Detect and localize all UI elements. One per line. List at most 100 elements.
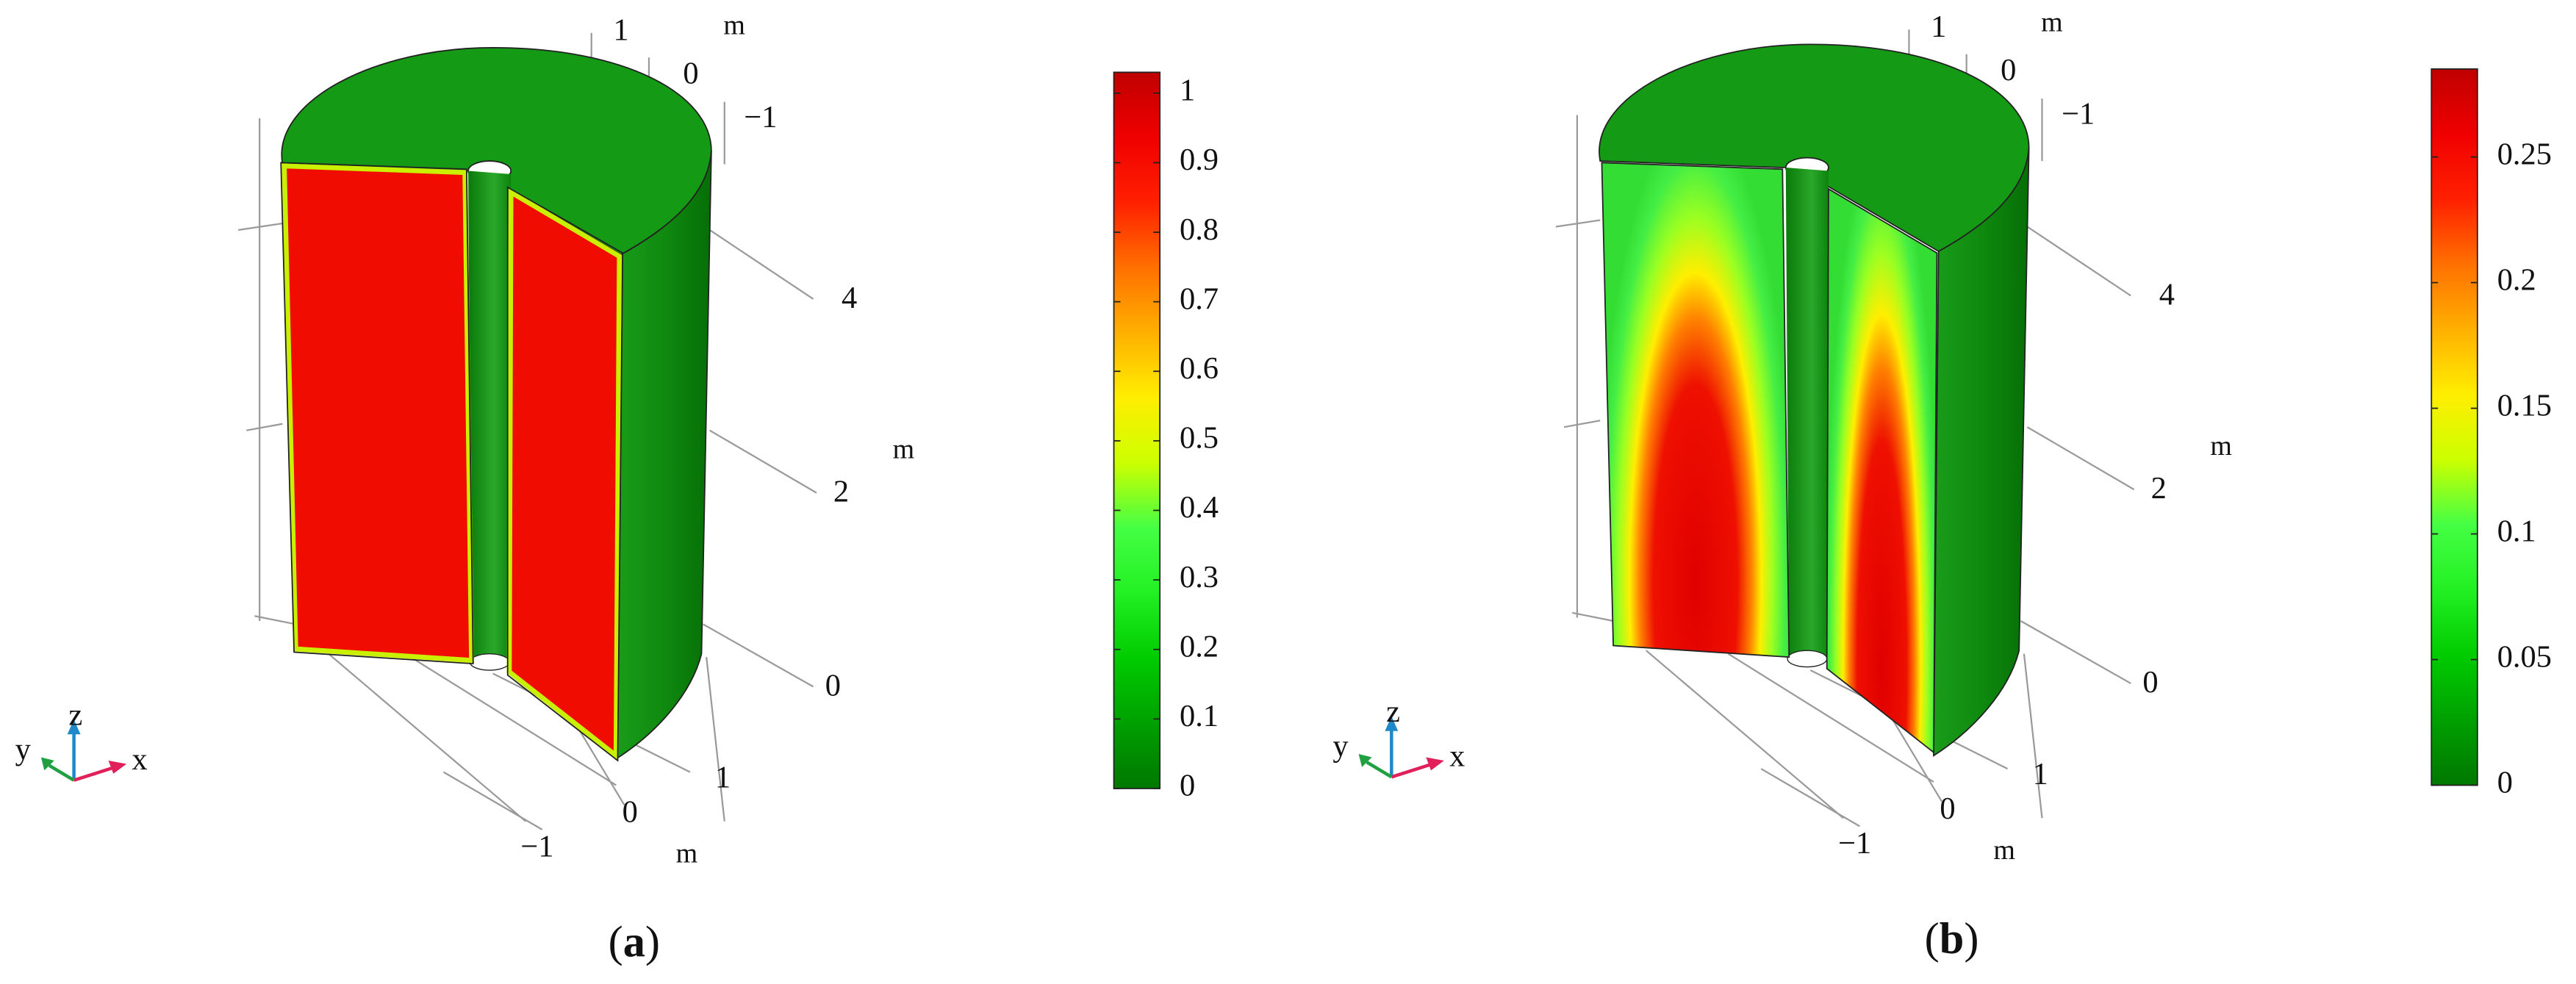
y-tick-label: −1 [2062, 96, 2095, 131]
triad-label: y [15, 733, 32, 767]
axis-line [709, 429, 817, 494]
triad-z-head [67, 719, 81, 735]
axis-line [246, 423, 283, 431]
caption-part: ( [609, 917, 623, 966]
axis-line [1563, 420, 1601, 428]
axis-line [2026, 226, 2131, 297]
z-tick-label: 4 [2159, 277, 2175, 312]
axis-line [2020, 620, 2131, 684]
z-tick-label: 0 [2142, 665, 2158, 700]
caption: (a) [609, 917, 660, 966]
x-axis-label: m [1993, 835, 2015, 866]
x-tick-label: 0 [623, 794, 638, 829]
hole-wall [468, 170, 512, 664]
triad-z-head [1385, 716, 1399, 731]
colorbar-tick-label: 0.5 [1180, 421, 1219, 456]
colorbar-tick-label: 0.7 [1180, 281, 1219, 316]
colorbar-tick-label: 0.1 [2497, 514, 2536, 548]
colorbar-tick-label: 0.2 [2497, 262, 2536, 297]
cylinder-side [615, 151, 712, 761]
face-outline [506, 186, 624, 762]
x-tick-label: −1 [1838, 826, 1871, 861]
axis-line [410, 656, 617, 786]
caption-part: a [623, 917, 645, 966]
z-tick-label: 2 [2151, 471, 2167, 506]
colorbar-tick-label: 0 [1180, 769, 1195, 803]
colorbar-tick-label: 0.25 [2497, 137, 2552, 171]
z-tick-label: 2 [833, 475, 849, 509]
y-tick-label: 1 [1931, 10, 1946, 44]
hole-bottom [469, 653, 510, 671]
axis-triad: z x y [15, 698, 148, 782]
cut-face-right [506, 187, 623, 761]
triad-label: z [1386, 694, 1400, 729]
x-tick-label: 1 [715, 761, 731, 795]
axis-line [328, 653, 527, 822]
colorbar-tick-label: 0.6 [1180, 351, 1219, 386]
axis-line [706, 657, 725, 822]
triad-label: x [132, 742, 147, 777]
triad-x-head [1426, 757, 1444, 771]
x-tick-label: 1 [2033, 757, 2048, 791]
z-axis-label: m [2210, 431, 2232, 462]
axis-line [1760, 768, 1860, 827]
y-tick-label: 1 [613, 12, 628, 47]
triad-y [48, 764, 75, 782]
triad-x-head [108, 760, 127, 774]
axis-line [1646, 650, 1844, 819]
colorbar [2430, 68, 2478, 786]
axis-triad: z x y [1332, 694, 1465, 779]
cylinder-side [1933, 148, 2030, 757]
colorbar [1113, 71, 1161, 789]
hole-bottom [1787, 650, 1828, 668]
cut-face-right [1826, 187, 1938, 754]
axis-line [237, 222, 283, 231]
axis-line [1727, 653, 1934, 783]
axis-line [2023, 653, 2043, 819]
caption-part: b [1940, 914, 1965, 963]
colorbar-tick-label: 1 [1180, 73, 1195, 108]
hole-wall [1785, 168, 1829, 661]
z-tick-label: 4 [842, 281, 857, 315]
colorbar-tick-label: 0.1 [1180, 699, 1219, 733]
face-outline [280, 162, 474, 665]
z-axis-label: m [893, 434, 915, 464]
axis-line [574, 722, 625, 805]
axis-line [709, 229, 814, 300]
caption-part: ) [1964, 914, 1978, 963]
y-tick-label: −1 [744, 100, 777, 134]
colorbar-tick-label: 0.9 [1180, 143, 1219, 177]
x-tick-label: −1 [520, 829, 553, 863]
y-tick-label: 0 [2001, 53, 2016, 87]
colorbar-tick-label: 0.4 [1180, 490, 1219, 525]
triad-y-head [1358, 754, 1372, 767]
axis-line [254, 615, 296, 625]
triad-label: x [1449, 739, 1465, 773]
y-axis-label: m [723, 10, 745, 41]
caption: (b) [1925, 914, 1979, 963]
axis-line [1892, 719, 1943, 802]
z-tick-label: 0 [825, 668, 841, 703]
triad-x [73, 765, 116, 782]
y-axis-label: m [2041, 7, 2063, 37]
triad-label: y [1332, 729, 1349, 764]
cut-face-left [1601, 162, 1790, 658]
colorbar-tick-label: 0.05 [2497, 639, 2552, 674]
colorbar-tick-label: 0.8 [1180, 212, 1219, 247]
colorbar-tick-label: 0.15 [2497, 388, 2552, 423]
triad-y-head [40, 757, 54, 771]
caption-part: ( [1925, 914, 1940, 963]
colorbar-tick-label: 0 [2497, 765, 2513, 800]
cut-face-left [281, 163, 474, 664]
triad-x [1391, 762, 1433, 779]
axis-line [442, 771, 543, 830]
axis-line [2026, 426, 2135, 491]
y-tick-label: 0 [683, 57, 698, 91]
caption-part: ) [645, 917, 660, 966]
x-axis-label: m [676, 838, 698, 869]
axis-line [1571, 611, 1614, 622]
colorbar-tick-label: 0.3 [1180, 560, 1219, 595]
triad-label: z [68, 698, 82, 733]
